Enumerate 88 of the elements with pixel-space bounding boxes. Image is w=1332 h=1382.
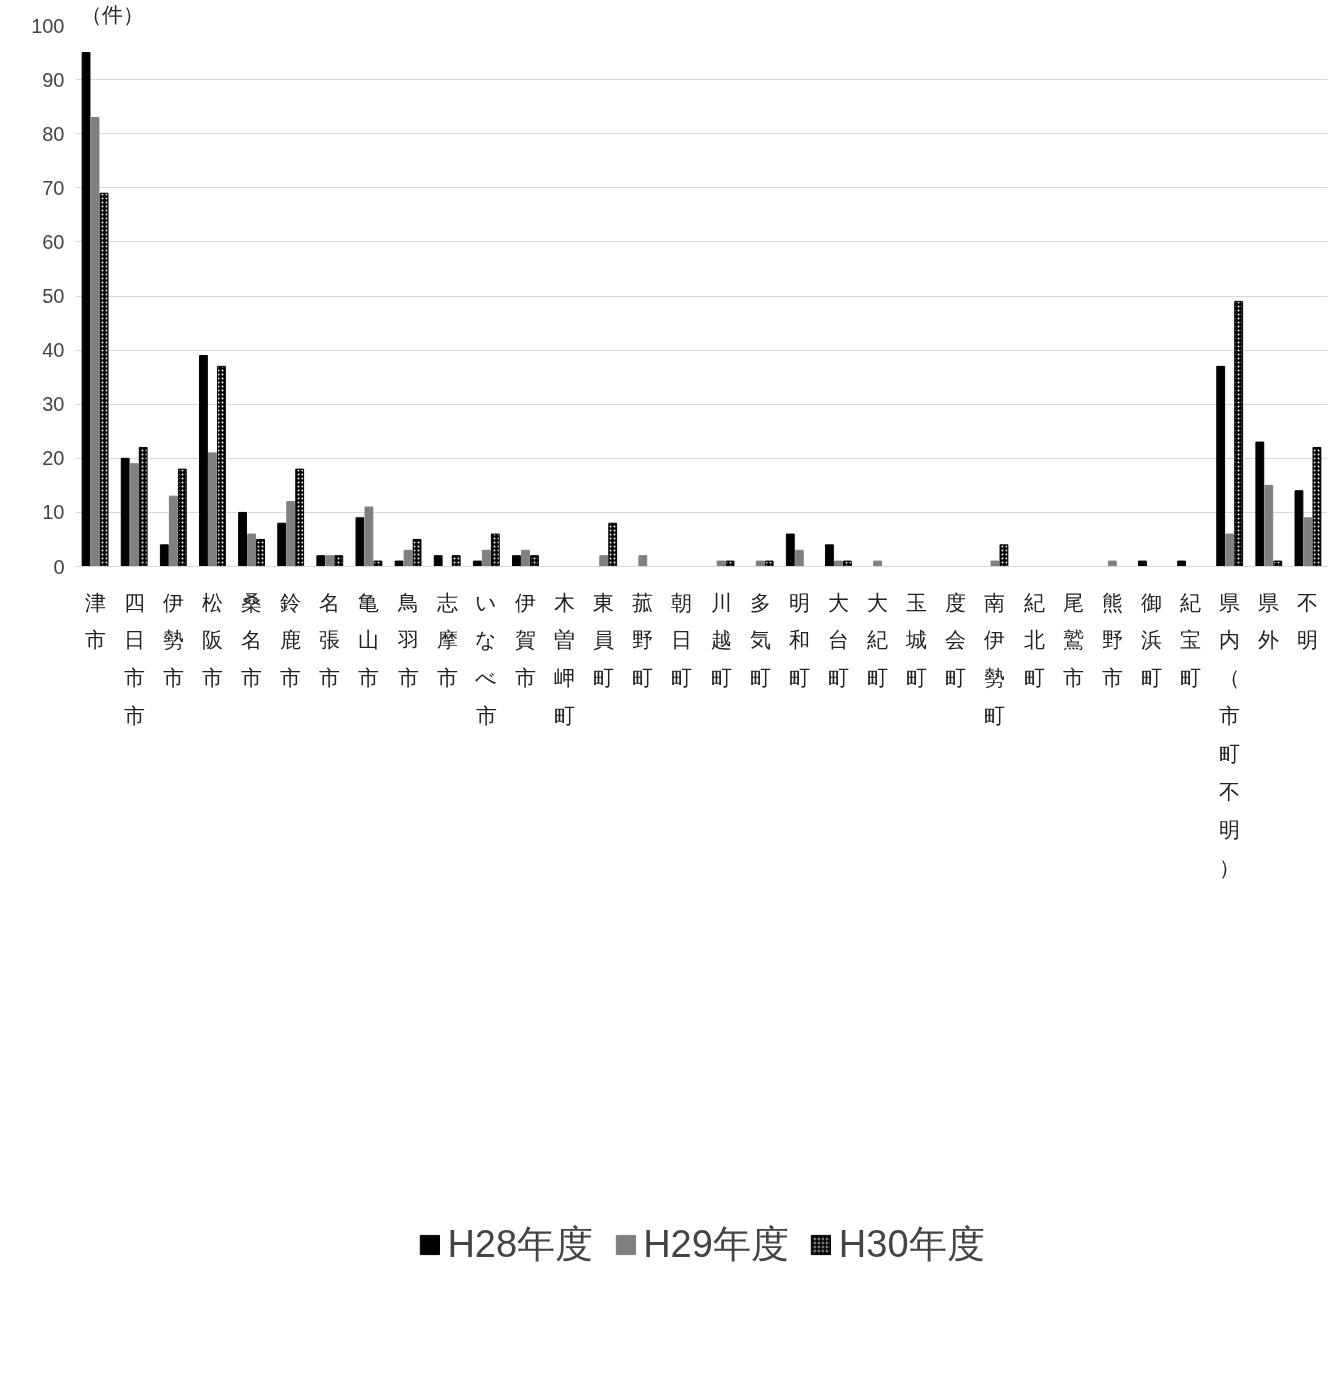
bar: [433, 555, 443, 567]
x-tick-label: 不明: [1297, 590, 1319, 652]
bar: [638, 555, 648, 567]
bar: [1303, 517, 1313, 567]
x-tick-label: 玉城町: [905, 590, 928, 690]
bar: [394, 560, 404, 567]
bar: [168, 495, 178, 567]
bar: [238, 511, 247, 567]
bar: [599, 555, 609, 567]
x-tick-label: 紀宝町: [1180, 590, 1202, 690]
bar: [199, 355, 208, 567]
x-tick-label: 菰野町: [632, 590, 654, 690]
x-tick-label: 四日市市: [123, 590, 145, 728]
x-tick-label: 松阪市: [201, 590, 223, 690]
x-tick-label: 朝日町: [671, 590, 693, 690]
bar: [794, 549, 804, 567]
bar: [1177, 560, 1186, 567]
bar: [277, 522, 287, 567]
bar: [129, 463, 139, 567]
x-tick-label: 桑名市: [241, 590, 263, 690]
bar: [1264, 484, 1274, 567]
bar: [1255, 441, 1265, 567]
bar: [755, 560, 765, 567]
bar: [1107, 560, 1117, 567]
y-tick-label: 80: [42, 122, 65, 145]
x-tick-label: 津市: [84, 590, 106, 652]
x-tick-label: 度会町: [945, 590, 967, 690]
x-tick-label: 伊勢市: [162, 590, 184, 690]
bar: [481, 549, 491, 567]
x-tick-label: 鈴鹿市: [280, 590, 302, 690]
bar: [825, 544, 834, 567]
x-tick-label: 御浜町: [1140, 590, 1162, 690]
x-tick-label: 鳥羽市: [396, 590, 419, 690]
x-tick-label: 木曽岬町: [554, 590, 576, 728]
y-tick-label: 70: [42, 176, 65, 199]
x-tick-label: 県外: [1258, 590, 1280, 652]
x-tick-label: 大台町: [827, 590, 849, 690]
x-tick-label: 明和町: [788, 590, 810, 690]
x-tick-label: 南伊勢町: [984, 590, 1006, 728]
x-tick-label: 名張市: [319, 590, 341, 690]
legend-label: H29年度: [643, 1221, 789, 1267]
x-tick-label: 県内（市町不明）: [1219, 590, 1241, 880]
bar: [247, 533, 256, 567]
bar: [364, 506, 374, 567]
bar: [1216, 365, 1226, 567]
bar: [472, 560, 482, 567]
x-tick-label: 東員町: [593, 590, 615, 690]
bar: [1294, 490, 1304, 567]
y-tick-label: 40: [42, 339, 65, 362]
x-tick-label: いなべ市: [475, 590, 498, 728]
bar: [208, 452, 217, 567]
x-tick-label: 伊賀市: [514, 590, 536, 690]
bar: [873, 560, 882, 567]
y-tick-label: 0: [53, 555, 65, 578]
y-tick-label: 60: [42, 230, 65, 253]
bar: [521, 549, 530, 567]
y-tick-label: 30: [42, 393, 65, 416]
legend-label: H28年度: [447, 1221, 594, 1267]
y-tick-label: 20: [42, 447, 65, 470]
x-tick-label: 志摩市: [436, 590, 458, 690]
bar: [716, 560, 726, 567]
y-tick-label: 90: [42, 68, 65, 91]
x-tick-label: 尾鷲市: [1062, 590, 1084, 690]
y-tick-label: 100: [31, 14, 65, 37]
x-tick-label: 紀北町: [1023, 590, 1045, 690]
x-tick-label: 川越町: [710, 590, 732, 690]
bar: [834, 560, 843, 567]
bar: [120, 457, 130, 567]
bar: [785, 533, 795, 567]
y-tick-label: 50: [42, 285, 65, 307]
bar: [81, 52, 91, 567]
x-tick-label: 多気町: [749, 590, 771, 690]
x-tick-label: 亀山市: [358, 590, 380, 690]
y-axis-title: （件）: [80, 2, 144, 26]
bar: [286, 501, 296, 567]
bar: [1225, 533, 1235, 567]
bar: [990, 560, 1000, 567]
bar: [325, 555, 335, 567]
bar: [512, 555, 521, 567]
x-tick-label: 熊野市: [1101, 590, 1123, 690]
bar: [316, 555, 326, 567]
y-tick-label: 10: [42, 501, 65, 524]
bar: [355, 517, 365, 567]
x-tick-label: 大紀町: [867, 590, 889, 690]
bar: [159, 544, 169, 567]
legend-label: H30年度: [838, 1221, 985, 1267]
bar: [90, 116, 100, 567]
bar: [1138, 560, 1147, 567]
